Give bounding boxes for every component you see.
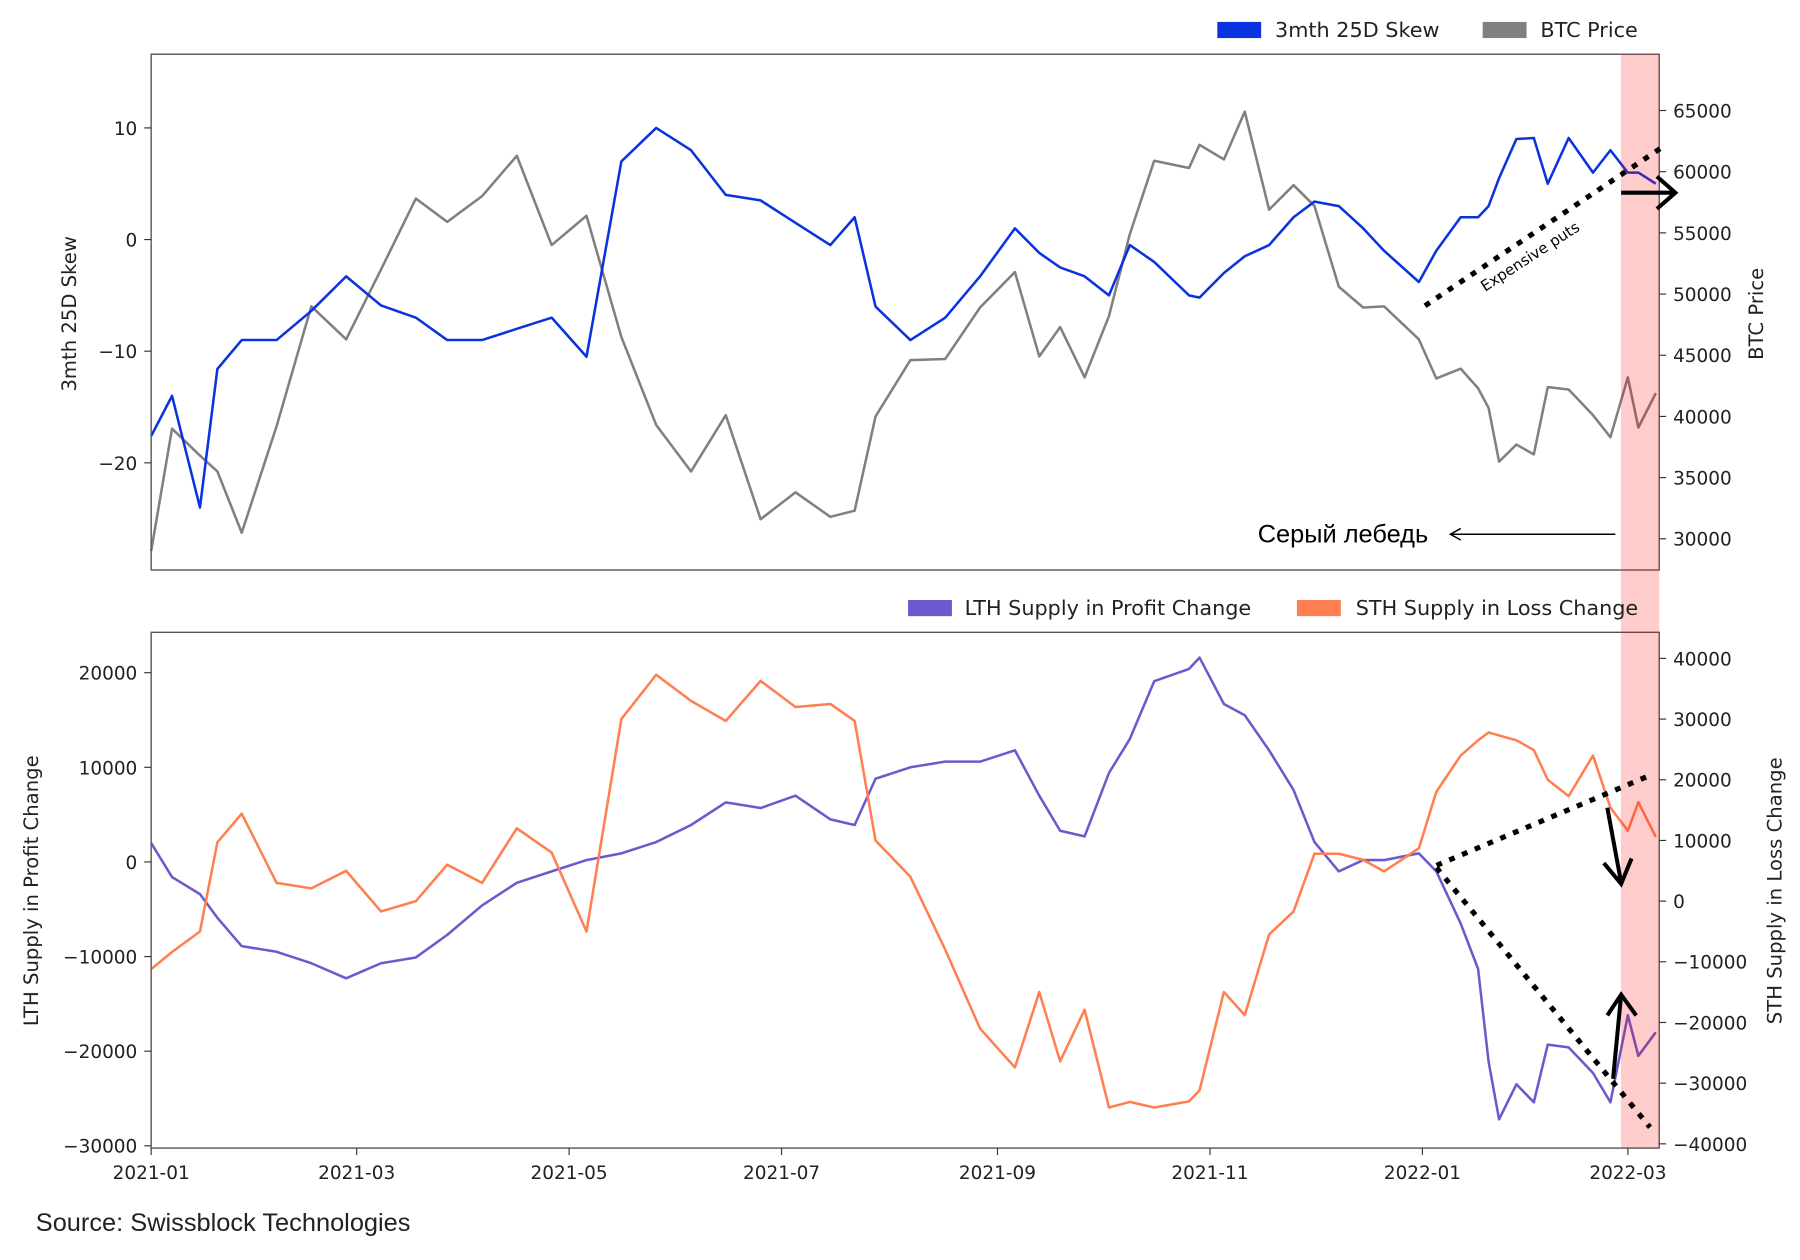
x-tick-label: 2021-11 [1171, 1163, 1248, 1184]
y-tick-label-right: 45000 [1673, 346, 1732, 367]
series-line-sth-supply-in-loss-change [150, 673, 1657, 1109]
y-tick-label-left: −20000 [63, 1042, 137, 1063]
highlight-band [1620, 54, 1660, 1149]
y-tick-label-left: −10 [98, 342, 137, 363]
x-tick-label: 2021-07 [743, 1163, 820, 1184]
y-tick-label-right: 50000 [1673, 285, 1732, 306]
y-tick-label-left: 10 [114, 119, 137, 140]
series-line-btc-price [149, 110, 1657, 552]
plot-frame [150, 53, 1660, 571]
lth-trendline [1434, 866, 1653, 1129]
y-tick-label-left: 20000 [79, 664, 138, 685]
x-tick-label: 2022-03 [1589, 1163, 1666, 1184]
y-tick-label-left: −20 [98, 454, 137, 475]
y-tick-label-left: −10000 [63, 947, 137, 968]
legend-swatch-lth [908, 600, 952, 617]
y-tick-label-right: 10000 [1673, 831, 1732, 852]
y-tick-label-right: 30000 [1673, 710, 1732, 731]
grey-swan-label: Серый лебедь [1258, 520, 1428, 548]
y-tick-label-right: 40000 [1673, 407, 1732, 428]
y-tick-label-left: 0 [126, 853, 138, 874]
y-tick-label-right: 30000 [1673, 530, 1732, 551]
y-tick-label-right: 0 [1673, 892, 1685, 913]
legend-swatch-skew [1217, 21, 1262, 39]
y-axis-label-btc: BTC Price [1745, 268, 1768, 360]
panel-1: 10 0 −10 −20 65000 60000 55000 50000 45000 40000 3… [98, 53, 1732, 571]
y-tick-label-left: −30000 [63, 1137, 137, 1158]
y-tick-label-right: −30000 [1673, 1074, 1747, 1095]
y-tick-label-right: −10000 [1673, 953, 1747, 974]
x-tick-label: 2021-09 [959, 1163, 1036, 1184]
y-tick-label-right: 65000 [1673, 101, 1732, 122]
y-axis-label-sth: STH Supply in Loss Change [1764, 757, 1787, 1024]
legend-swatch-sth [1296, 600, 1341, 617]
plot-frame [150, 631, 1660, 1149]
legend-label-sth: STH Supply in Loss Change [1356, 596, 1638, 620]
series-line-lth-supply-in-profit-change [150, 656, 1657, 1121]
y-axis-label-lth: LTH Supply in Profit Change [20, 755, 43, 1026]
y-tick-label-right: 60000 [1673, 163, 1732, 184]
x-tick-label: 2021-05 [531, 1163, 608, 1184]
y-tick-label-right: −20000 [1673, 1013, 1747, 1034]
legend-label-lth: LTH Supply in Profit Change [965, 596, 1252, 620]
expensive-puts-label: Expensive puts [1477, 218, 1583, 295]
y-tick-label-left: 10000 [79, 758, 138, 779]
panel-2: 20000 10000 0 −10000 −20000 −30000 40000 30000 2… [63, 631, 1747, 1158]
y-tick-label-right: 40000 [1673, 649, 1732, 670]
legend-label-skew: 3mth 25D Skew [1275, 18, 1439, 42]
y-tick-label-left: 0 [126, 230, 138, 251]
y-tick-label-right: 55000 [1673, 224, 1732, 245]
y-tick-label-right: −40000 [1673, 1135, 1747, 1156]
arrow-right-icon [1621, 175, 1679, 211]
x-tick-label: 2021-03 [318, 1163, 395, 1184]
legend-label-btc: BTC Price [1540, 18, 1637, 42]
arrow-up-icon [1605, 991, 1638, 1080]
series-line-3mth-25d-skew [150, 126, 1657, 509]
source-caption: Source: Swissblock Technologies [36, 1209, 411, 1237]
arrow-down-icon [1602, 807, 1634, 888]
arrow-left-icon [1448, 527, 1616, 541]
legend-swatch-btc [1482, 21, 1527, 39]
annotations: Expensive puts Серый лебедь [1258, 145, 1679, 1129]
x-tick-label: 2021-01 [113, 1163, 190, 1184]
sth-trendline [1435, 772, 1652, 868]
legend-bottom: LTH Supply in Profit Change STH Supply i… [908, 596, 1638, 620]
y-axis-label-skew: 3mth 25D Skew [58, 236, 81, 391]
y-tick-label-right: 20000 [1673, 771, 1732, 792]
legend-top: 3mth 25D Skew BTC Price [1217, 18, 1638, 42]
x-tick-label: 2022-01 [1384, 1163, 1461, 1184]
y-tick-label-right: 35000 [1673, 469, 1732, 490]
expensive-puts-trendline [1423, 145, 1663, 308]
